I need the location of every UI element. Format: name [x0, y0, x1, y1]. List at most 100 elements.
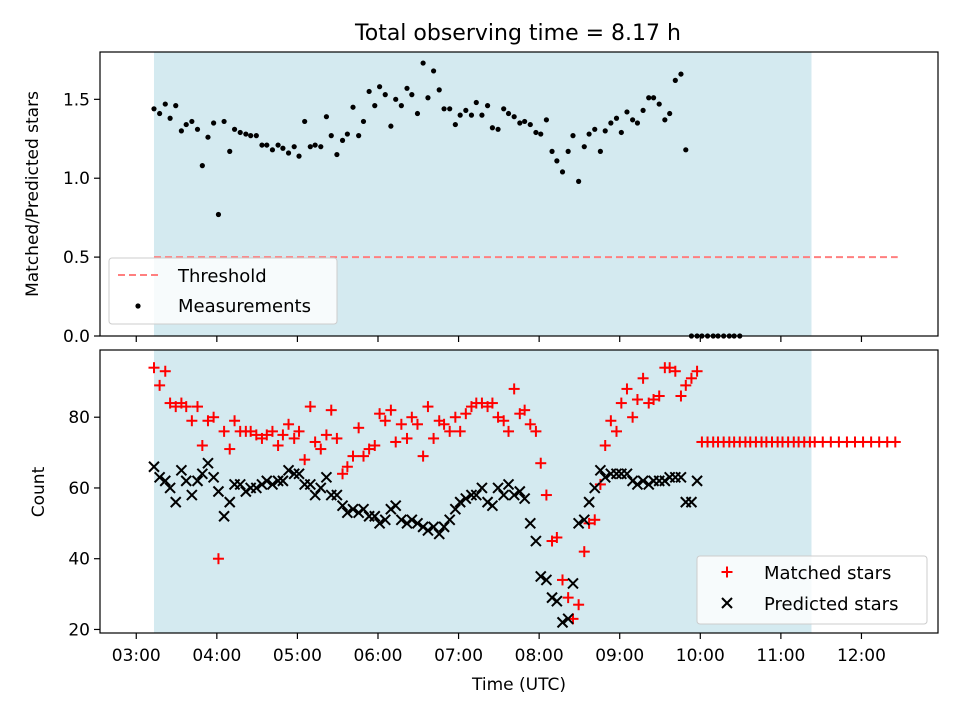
- predicted-star-point: [406, 514, 418, 526]
- matched-star-point: [535, 457, 547, 469]
- predicted-star-point: [266, 478, 279, 491]
- matched-star-point: [486, 397, 498, 409]
- matched-star-point: [449, 411, 461, 423]
- measurement-point: [420, 60, 426, 66]
- measurement-point: [672, 77, 678, 83]
- measurement-point: [630, 117, 636, 123]
- predicted-star-point: [186, 489, 198, 501]
- measurement-point: [377, 84, 383, 90]
- matched-star-point: [476, 397, 488, 409]
- matched-star-point: [277, 429, 289, 441]
- bottom-x-tick-label: 03:00: [112, 646, 161, 666]
- measurement-point: [237, 129, 243, 136]
- matched-star-point: [208, 411, 220, 423]
- matched-star-point: [664, 362, 676, 374]
- predicted-star-point: [583, 496, 595, 508]
- bottom-x-tick-label: 10:00: [676, 646, 725, 666]
- matched-star-point: [680, 379, 692, 391]
- matched-star-point: [578, 546, 590, 558]
- matched-star-point: [379, 415, 391, 427]
- measurement-point: [194, 126, 201, 132]
- matched-star-point: [889, 436, 901, 448]
- matched-star-point: [675, 390, 687, 402]
- measurement-point: [183, 121, 189, 128]
- top-y-tick-label: 1.5: [63, 90, 90, 110]
- predicted-star-point: [572, 517, 585, 530]
- predicted-star-point: [551, 595, 563, 607]
- measurement-point: [602, 128, 608, 134]
- measurement-point: [205, 134, 211, 140]
- bottom-legend-matched-swatch: [721, 566, 733, 578]
- measurement-point: [501, 106, 507, 112]
- predicted-star-point: [454, 496, 466, 508]
- predicted-star-point: [502, 478, 515, 491]
- bottom-y-ticks: 20 40 60 80: [68, 408, 100, 640]
- top-y-tick-label: 1.0: [63, 169, 90, 189]
- measurement-point: [452, 121, 458, 128]
- measurement-point: [253, 133, 259, 139]
- predicted-star-point: [637, 475, 649, 487]
- measurement-point: [441, 106, 447, 112]
- matched-star-point: [444, 425, 456, 437]
- matched-star-point: [562, 592, 574, 604]
- measurement-point: [393, 96, 399, 102]
- predicted-star-point: [524, 517, 536, 530]
- measurement-point: [473, 99, 479, 106]
- top-x-ticks: [135, 336, 863, 342]
- measurement-point: [167, 115, 173, 121]
- predicted-star-point: [212, 485, 225, 498]
- matched-star-point: [524, 418, 536, 430]
- predicted-star-point: [288, 468, 300, 480]
- matched-star-point: [304, 401, 316, 413]
- matched-star-point: [337, 468, 349, 480]
- matched-star-point: [331, 432, 343, 444]
- matched-star-point: [589, 514, 601, 526]
- measurement-point: [366, 88, 372, 95]
- measurement-point: [344, 131, 350, 137]
- matched-star-point: [374, 408, 386, 420]
- measurement-point: [576, 178, 582, 184]
- measurement-point: [275, 142, 281, 148]
- predicted-star-point: [610, 468, 623, 480]
- matched-star-point: [347, 450, 359, 462]
- measurement-point: [296, 153, 302, 159]
- measurement-point: [656, 101, 662, 107]
- predicted-star-point: [556, 616, 569, 629]
- measurement-point: [199, 163, 205, 169]
- matched-star-point: [438, 418, 450, 430]
- matched-star-point: [685, 372, 697, 384]
- matched-star-point: [212, 553, 224, 565]
- measurement-point: [549, 148, 555, 154]
- predicted-star-point: [395, 514, 408, 526]
- matched-star-point: [492, 411, 504, 423]
- matched-star-point: [557, 574, 569, 586]
- measurement-point: [646, 95, 652, 101]
- measurement-point: [597, 148, 603, 154]
- matched-star-point: [229, 415, 241, 427]
- measurement-point: [227, 148, 233, 154]
- predicted-star-point: [293, 468, 305, 480]
- predicted-star-point: [540, 574, 553, 586]
- matched-star-point: [599, 440, 611, 452]
- matched-star-point: [551, 531, 563, 543]
- matched-star-point: [417, 450, 429, 462]
- measurement-point: [409, 92, 415, 98]
- measurement-point: [565, 148, 571, 154]
- predicted-star-point: [492, 482, 504, 494]
- predicted-star-point: [218, 510, 230, 522]
- measurement-point: [570, 133, 576, 139]
- measurement-point: [586, 131, 592, 137]
- bottom-legend-predicted-swatch: [721, 597, 733, 609]
- predicted-star-point: [347, 503, 359, 515]
- predicted-star-point: [497, 489, 510, 501]
- measurement-point: [634, 120, 641, 126]
- matched-star-point: [519, 404, 531, 416]
- predicted-star-point: [390, 499, 402, 512]
- measurement-point: [231, 126, 238, 132]
- matched-star-point: [503, 425, 515, 437]
- bottom-x-tick-label: 06:00: [353, 646, 402, 666]
- figure-title: Total observing time = 8.17 h: [354, 21, 681, 46]
- top-y-tick-label: 0.5: [63, 248, 90, 268]
- predicted-star-point: [373, 517, 386, 530]
- predicted-star-point: [567, 577, 579, 590]
